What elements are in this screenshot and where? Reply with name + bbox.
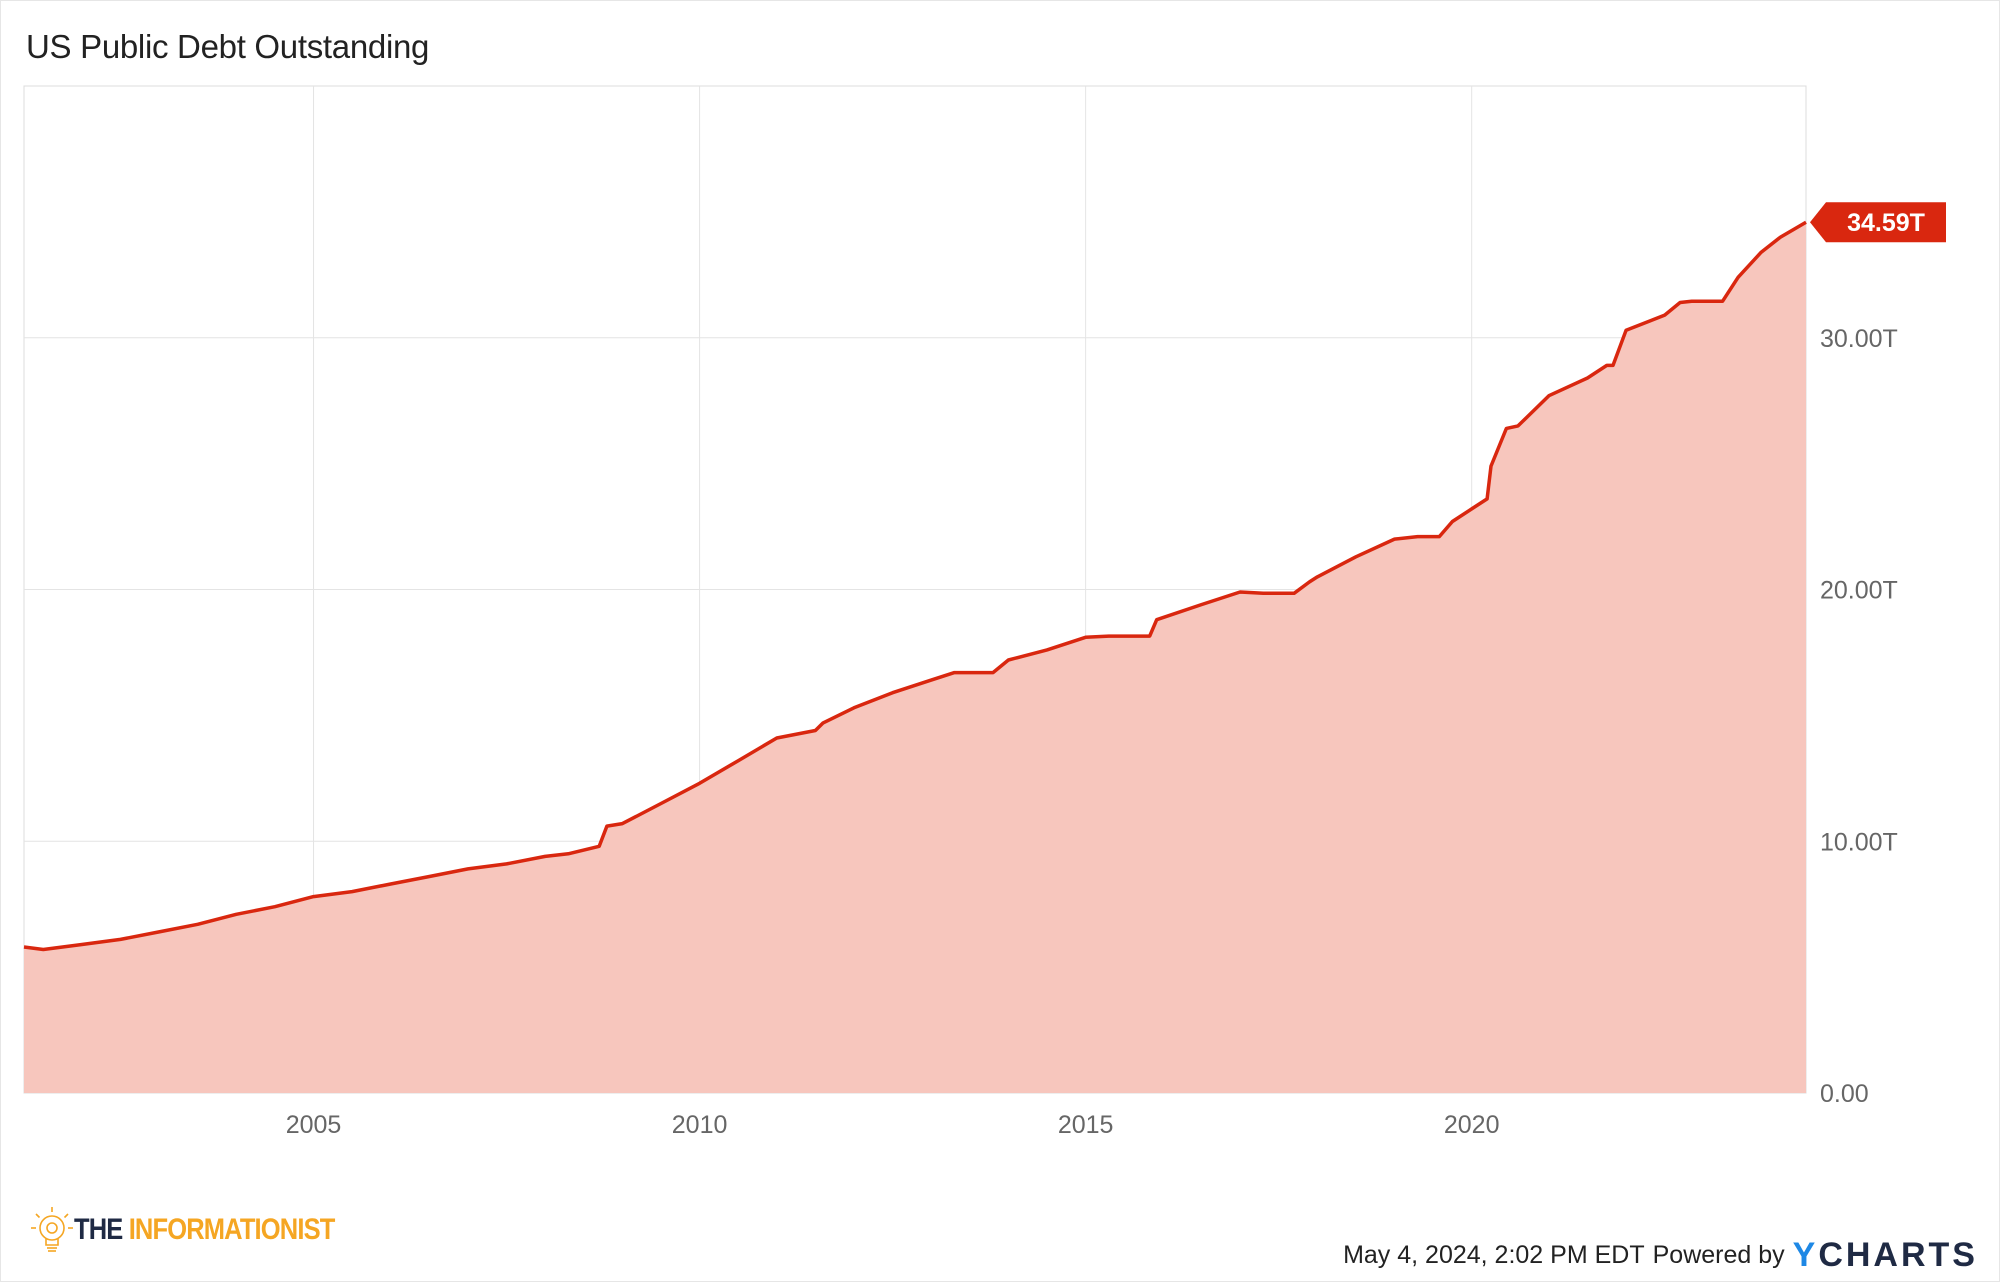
ycharts-logo[interactable]: YCHARTS [1793,1236,1978,1275]
y-tick-label: 30.00T [1820,325,1898,353]
ycharts-logo-y: Y [1792,1236,1819,1274]
brand-the: THE [74,1213,123,1246]
series-area [24,222,1806,1093]
chart-title: US Public Debt Outstanding [26,28,430,65]
informationist-logo: THE INFORMATIONIST [30,1205,380,1255]
brand-name: INFORMATIONIST [128,1213,336,1246]
y-tick-label: 20.00T [1820,577,1898,605]
last-value-tag [1810,202,1946,243]
axis-layer: 2005 2010 2015 2020 0.00 10.00T 20.00T 30.00T [286,325,1898,1139]
powered-by-label: Powered by [1652,1241,1785,1269]
x-tick-label: 2005 [286,1111,342,1139]
area-layer [23,220,1807,1093]
y-tick-label: 10.00T [1820,828,1898,856]
y-tick-label: 0.00 [1820,1080,1869,1108]
x-tick-label: 2020 [1444,1111,1500,1139]
last-value-label: 34.59T [1847,209,1925,237]
ycharts-logo-rest: CHARTS [1818,1236,1978,1274]
brand-text: THE INFORMATIONIST [74,1213,336,1247]
x-tick-label: 2010 [672,1111,728,1139]
value-tag-layer: 34.59T [1810,202,1946,243]
timestamp: May 4, 2024, 2:02 PM EDT [1343,1241,1645,1269]
series-line [23,220,1807,952]
footer-attribution: May 4, 2024, 2:02 PM EDT Powered by YCHA… [1343,1236,1978,1275]
lightbulb-icon [31,1207,73,1252]
x-tick-label: 2015 [1058,1111,1114,1139]
